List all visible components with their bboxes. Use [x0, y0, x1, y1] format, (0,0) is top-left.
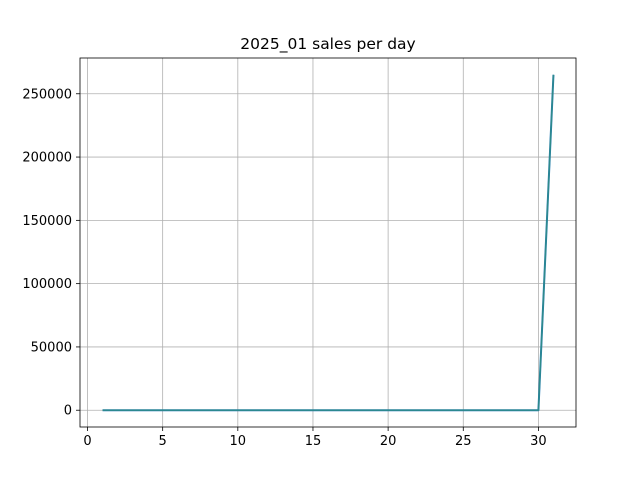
y-tick-label: 250000	[22, 87, 72, 102]
x-tick-label: 15	[305, 434, 322, 449]
plot-frame	[79, 57, 577, 428]
chart-title: 2025_01 sales per day	[240, 35, 415, 54]
y-tick-label: 50000	[31, 340, 72, 355]
x-tick-label: 20	[380, 434, 397, 449]
y-tick-label: 100000	[22, 277, 72, 292]
y-tick-label: 150000	[22, 214, 72, 229]
y-tick-label: 0	[64, 404, 72, 419]
series-line-overlay	[102, 74, 555, 411]
axes	[79, 57, 577, 428]
x-tick-label: 0	[83, 434, 91, 449]
y-tick-label: 200000	[22, 151, 72, 166]
x-tick-label: 25	[455, 434, 472, 449]
grid-lines	[80, 58, 576, 427]
series-layer	[102, 74, 555, 412]
x-tick-label: 5	[159, 434, 167, 449]
tick-marks	[76, 93, 539, 431]
tick-labels: 0 5 10 15 20 25 30 0 50000 100000 150000 200000 2500…	[22, 87, 546, 449]
x-tick-label: 30	[530, 434, 547, 449]
x-tick-label: 10	[230, 434, 247, 449]
